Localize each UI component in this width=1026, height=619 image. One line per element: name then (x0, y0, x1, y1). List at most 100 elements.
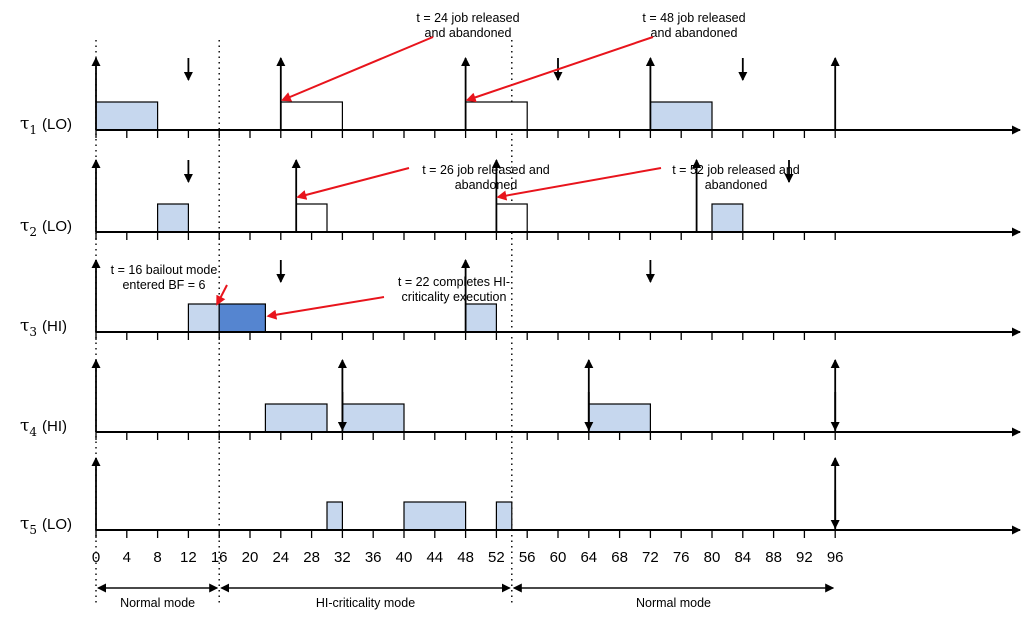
tick-label: 96 (827, 549, 844, 566)
task-subscript: 3 (29, 325, 37, 339)
job-block (95, 101, 159, 131)
annotation-line: abandoned (705, 178, 768, 192)
task-label: τ3 (HI) (20, 316, 67, 339)
job-block (465, 303, 498, 333)
mode-range: Normal mode (512, 583, 835, 610)
mode-label: HI-criticality mode (316, 596, 415, 610)
job-block (403, 501, 467, 531)
annotation-line: entered BF = 6 (122, 278, 205, 292)
tick-label: 32 (334, 549, 351, 566)
annotation: t = 22 completes HI-criticality executio… (266, 275, 510, 320)
task-symbol: τ (20, 316, 29, 336)
task-symbol: τ (20, 216, 29, 236)
annotation-line: and abandoned (425, 26, 512, 40)
job-block (326, 501, 343, 531)
task-row-5: τ5 (LO) (20, 457, 1021, 538)
job-block (187, 303, 220, 333)
task-criticality: (LO) (42, 218, 72, 235)
task-row-4: τ4 (HI) (20, 359, 1021, 440)
tick-label: 56 (519, 549, 536, 566)
tick-label: 64 (580, 549, 597, 566)
tick-label: 36 (365, 549, 382, 566)
task-label: τ1 (LO) (20, 114, 72, 137)
job-block (495, 203, 528, 233)
tick-label: 88 (765, 549, 782, 566)
annotation-text: t = 16 bailout mode entered BF = 6 (111, 263, 218, 292)
annotation: t = 52 job released and abandoned (496, 163, 800, 201)
annotation-line: criticality execution (402, 290, 507, 304)
job-block (588, 403, 651, 433)
annotation-text: t = 22 completes HI-criticality executio… (398, 275, 510, 304)
job-block (711, 203, 744, 233)
annotation-line: t = 16 bailout mode (111, 263, 218, 277)
tick-label: 40 (396, 549, 413, 566)
job-block (495, 501, 513, 531)
annotation-line: abandoned (455, 178, 518, 192)
tick-label: 72 (642, 549, 659, 566)
tick-label: 52 (488, 549, 505, 566)
tick-label: 12 (180, 549, 197, 566)
task-symbol: τ (20, 514, 29, 534)
task-row-2: τ2 (LO) (20, 159, 1021, 240)
mode-range: Normal mode (97, 583, 219, 610)
task-subscript: 2 (29, 225, 37, 239)
tick-label: 80 (704, 549, 721, 566)
tick-label: 20 (242, 549, 259, 566)
job-block (465, 101, 528, 131)
task-symbol: τ (20, 416, 29, 436)
tick-label: 76 (673, 549, 690, 566)
mode-range: HI-criticality mode (220, 583, 511, 610)
task-subscript: 4 (29, 425, 37, 439)
tick-label: 16 (211, 549, 228, 566)
annotation-arrow (280, 36, 434, 102)
annotation-arrow (266, 296, 385, 320)
annotation-line: t = 26 job released and (422, 163, 550, 177)
annotation-line: t = 48 job released (642, 11, 745, 25)
annotation-line: t = 24 job released (416, 11, 519, 25)
time-axis: 0 4 8 12 16 20 24 28 32 36 40 44 48 52 56 60 64 68 72 76 80 8… (92, 549, 844, 566)
tick-label: 28 (303, 549, 320, 566)
tick-label: 24 (272, 549, 289, 566)
annotation-line: t = 22 completes HI- (398, 275, 510, 289)
annotation-arrow (465, 36, 654, 103)
task-criticality: (LO) (42, 516, 72, 533)
annotation-line: and abandoned (651, 26, 738, 40)
tick-label: 68 (611, 549, 628, 566)
task-criticality: (HI) (42, 318, 67, 335)
mode-label: Normal mode (120, 596, 195, 610)
tick-label: 44 (426, 549, 443, 566)
tick-label: 92 (796, 549, 813, 566)
job-block (157, 203, 190, 233)
task-row-3: τ3 (HI) (20, 259, 1021, 340)
job-block (649, 101, 713, 131)
job-block (218, 303, 266, 333)
task-label: τ2 (LO) (20, 216, 72, 239)
annotation: t = 24 job released and abandoned (280, 11, 520, 102)
mode-ranges: Normal mode HI-criticality mode Normal mod… (97, 583, 835, 610)
tick-label: 60 (550, 549, 567, 566)
annotation: t = 16 bailout mode entered BF = 6 (111, 263, 228, 306)
task-criticality: (HI) (42, 418, 67, 435)
annotation-arrow (296, 167, 410, 200)
tick-label: 48 (457, 549, 474, 566)
task-rows: τ1 (LO)τ2 (LO)τ3 (HI)τ4 (HI)τ5 (LO) (20, 57, 1021, 538)
annotation-text: t = 26 job released and abandoned (422, 163, 550, 192)
job-block (295, 203, 328, 233)
tick-label: 0 (92, 549, 100, 566)
tick-label: 8 (153, 549, 161, 566)
job-block (341, 403, 405, 433)
mode-label: Normal mode (636, 596, 711, 610)
annotation-text: t = 52 job released and abandoned (672, 163, 800, 192)
task-symbol: τ (20, 114, 29, 134)
tick-label: 84 (734, 549, 751, 566)
tick-label: 4 (123, 549, 131, 566)
task-label: τ5 (LO) (20, 514, 72, 537)
task-subscript: 1 (29, 123, 37, 137)
annotation-text: t = 48 job released and abandoned (642, 11, 745, 40)
task-label: τ4 (HI) (20, 416, 67, 439)
annotation-text: t = 24 job released and abandoned (416, 11, 519, 40)
task-criticality: (LO) (42, 116, 72, 133)
